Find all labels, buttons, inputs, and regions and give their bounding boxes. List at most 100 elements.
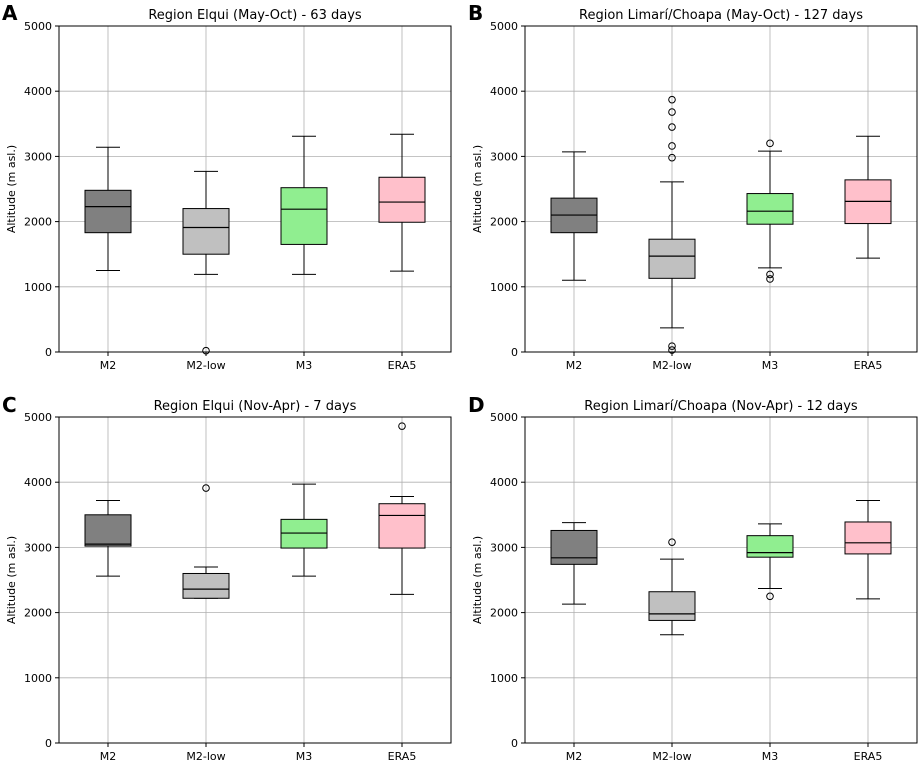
outlier-point: [668, 108, 676, 116]
box-iqr: [280, 187, 328, 245]
chart-panel-c: C Region Elqui (Nov-Apr) - 7 days 0 1000 200…: [2, 393, 452, 761]
plot-frame: [524, 25, 918, 353]
y-tick-label: 4000: [24, 476, 52, 489]
box-iqr: [84, 189, 132, 234]
y-tick-label: 5000: [24, 20, 52, 33]
y-axis-label: Altitude (m asl.): [471, 145, 484, 233]
y-tick-label: 4000: [24, 85, 52, 98]
y-tick-label: 1000: [490, 672, 518, 685]
outlier-point: [766, 270, 774, 279]
outlier-point: [766, 275, 774, 283]
x-tick-label: M3: [296, 359, 313, 372]
box-iqr: [648, 591, 696, 621]
x-tick-label: M3: [296, 750, 313, 761]
x-tick-label: ERA5: [854, 750, 883, 761]
x-tick-label: M2: [100, 359, 117, 372]
y-tick-label: 4000: [490, 85, 518, 98]
x-tick-label: M3: [762, 359, 779, 372]
box-iqr: [84, 514, 132, 547]
boxplot-m3: [280, 483, 328, 577]
outlier-point: [668, 538, 676, 546]
boxplot-m2: [84, 499, 132, 577]
y-tick-label: 2000: [24, 216, 52, 229]
outlier-point: [398, 422, 406, 430]
x-tick-label: ERA5: [854, 359, 883, 372]
x-tick-label: M2-low: [186, 750, 225, 761]
boxplot-m3: [746, 139, 794, 283]
y-tick-label: 4000: [490, 476, 518, 489]
boxplot-m3: [746, 523, 794, 601]
outlier-point: [668, 123, 676, 131]
chart-title: Region Limarí/Choapa (May-Oct) - 127 day…: [579, 8, 863, 23]
boxplot-era5: [378, 133, 426, 272]
panel-letter: A: [2, 1, 18, 25]
y-tick-label: 5000: [490, 411, 518, 424]
box-iqr: [746, 535, 794, 558]
boxplot-m2-low: [182, 484, 230, 599]
outlier-point: [766, 592, 774, 601]
chart-title: Region Elqui (Nov-Apr) - 7 days: [154, 399, 357, 414]
box-iqr: [844, 521, 892, 555]
y-axis-label: Altitude (m asl.): [5, 536, 18, 624]
y-tick-label: 2000: [490, 216, 518, 229]
boxplot-era5: [844, 135, 892, 259]
y-tick-label: 3000: [490, 150, 518, 163]
plot-frame: [58, 25, 452, 353]
box-iqr: [182, 208, 230, 255]
y-tick-label: 5000: [490, 20, 518, 33]
panel-letter: D: [468, 393, 485, 417]
panel-letter: B: [468, 1, 483, 25]
boxplot-m2-low: [648, 538, 696, 636]
y-tick-label: 2000: [490, 607, 518, 620]
y-tick-label: 0: [45, 346, 52, 359]
boxplot-m2: [550, 522, 598, 605]
box-iqr: [280, 518, 328, 549]
y-tick-label: 5000: [24, 411, 52, 424]
box-iqr: [378, 176, 426, 223]
y-tick-label: 3000: [490, 541, 518, 554]
boxplot-era5: [844, 499, 892, 600]
chart-title: Region Limarí/Choapa (Nov-Apr) - 12 days: [584, 399, 858, 414]
outlier-point: [668, 95, 676, 104]
x-tick-label: M2-low: [186, 359, 225, 372]
boxplot-m2: [84, 146, 132, 271]
plot-frame: [58, 416, 452, 744]
y-tick-label: 0: [511, 737, 518, 750]
chart-panel-d: D Region Limarí/Choapa (Nov-Apr) - 12 day…: [468, 393, 918, 761]
box-iqr: [378, 503, 426, 549]
y-tick-label: 2000: [24, 607, 52, 620]
chart-panel-b: B Region Limarí/Choapa (May-Oct) - 127 da…: [468, 1, 918, 372]
x-tick-label: M2-low: [652, 750, 691, 761]
y-axis-label: Altitude (m asl.): [471, 536, 484, 624]
boxplot-era5: [378, 422, 426, 595]
outlier-point: [202, 346, 210, 355]
boxplot-m3: [280, 135, 328, 275]
panel-letter: C: [2, 393, 17, 417]
y-tick-label: 3000: [24, 150, 52, 163]
x-tick-label: M2: [566, 359, 583, 372]
chart-panel-a: A Region Elqui (May-Oct) - 63 days 0 1000 20…: [2, 1, 452, 372]
box-iqr: [550, 529, 598, 565]
x-tick-label: M2: [566, 750, 583, 761]
outlier-point: [668, 342, 676, 350]
x-tick-label: M2-low: [652, 359, 691, 372]
outlier-point: [202, 484, 210, 492]
x-tick-label: M2: [100, 750, 117, 761]
boxplot-m2-low: [648, 95, 696, 354]
y-tick-label: 3000: [24, 541, 52, 554]
outlier-point: [668, 142, 676, 150]
x-tick-label: ERA5: [388, 359, 417, 372]
plot-frame: [524, 416, 918, 744]
box-iqr: [648, 238, 696, 279]
boxplot-m2-low: [182, 170, 230, 355]
x-tick-label: ERA5: [388, 750, 417, 761]
boxplot-m2: [550, 151, 598, 281]
chart-title: Region Elqui (May-Oct) - 63 days: [148, 8, 362, 23]
box-iqr: [182, 572, 230, 599]
y-tick-label: 0: [511, 346, 518, 359]
outlier-point: [766, 139, 774, 148]
y-tick-label: 1000: [24, 672, 52, 685]
box-iqr: [746, 193, 794, 225]
outlier-point: [668, 153, 676, 162]
